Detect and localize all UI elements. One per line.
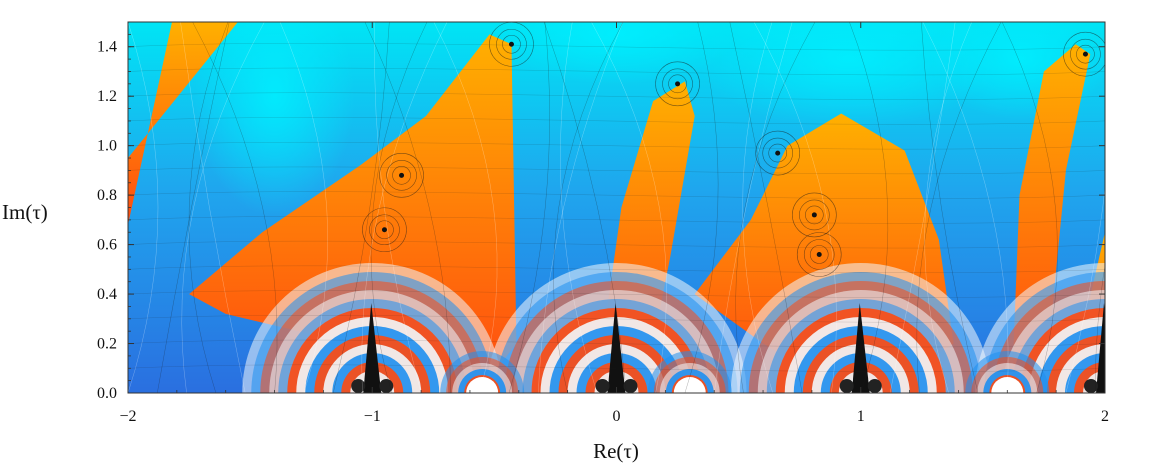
- y-tick-label: 1.4: [97, 39, 117, 56]
- x-axis-label: Re(τ): [593, 439, 639, 463]
- x-axis: −2 −1 0 1 2: [119, 22, 1109, 425]
- zero-markers: [362, 22, 1105, 277]
- zero-marker: [379, 153, 424, 198]
- contour-line: [924, 22, 973, 393]
- pole-dot: [1084, 379, 1098, 393]
- contour-line: [181, 22, 265, 393]
- contour-line: [1065, 186, 1105, 393]
- contour-line: [921, 22, 979, 393]
- pole-dot: [867, 379, 882, 393]
- contour-line: [922, 22, 1009, 393]
- contour-line: [361, 22, 448, 393]
- fan-core: [466, 377, 499, 393]
- x-tick-label: 0: [613, 408, 621, 425]
- pole-dot: [595, 379, 610, 393]
- contour-line: [553, 22, 624, 393]
- zero-marker: [655, 61, 700, 107]
- zero-marker: [796, 232, 842, 277]
- contour-line: [729, 22, 803, 393]
- zero-wedge: [851, 303, 870, 393]
- cyan-glow: [194, 22, 355, 217]
- contour-line: [753, 22, 837, 393]
- contour-line: [128, 191, 1105, 199]
- y-axis-label: Im(τ): [2, 200, 48, 224]
- contour-line: [128, 67, 1105, 76]
- contour-line: [157, 22, 230, 393]
- zero-marker: [362, 207, 407, 253]
- contour-line: [560, 22, 598, 393]
- contour-line: [713, 22, 793, 393]
- fan-core: [991, 377, 1024, 393]
- pole-dot: [839, 379, 854, 393]
- zero-marker: [755, 130, 801, 176]
- contour-line: [735, 22, 816, 393]
- y-tick-label: 1.0: [97, 138, 117, 155]
- contour-line: [684, 22, 719, 393]
- contour-line: [180, 22, 246, 393]
- contour-line: [538, 22, 624, 393]
- contour-line: [364, 22, 451, 393]
- contour-line: [332, 22, 390, 393]
- contour-line: [1094, 263, 1105, 393]
- contour-line: [1001, 22, 1058, 393]
- x-tick-label: −2: [119, 408, 136, 425]
- contour-line: [128, 117, 1105, 125]
- y-tick-label: 0.4: [97, 286, 117, 303]
- contour-line: [128, 339, 1105, 348]
- y-tick-label: 0.0: [97, 385, 117, 402]
- pole-dot: [379, 379, 394, 393]
- y-tick-label: 0.2: [97, 336, 117, 353]
- fan-structures: [242, 263, 1126, 393]
- contour-line: [128, 364, 1105, 372]
- x-tick-label: −1: [364, 408, 381, 425]
- zero-marker: [792, 192, 837, 238]
- contour-line: [128, 315, 1105, 323]
- zero-wedge: [1096, 303, 1105, 393]
- pole-dot: [623, 379, 638, 393]
- contour-lines: [128, 22, 1105, 393]
- contour-line: [188, 22, 229, 393]
- pole-dot: [1112, 379, 1126, 393]
- contour-line: [128, 142, 1105, 150]
- contour-line: [128, 240, 1105, 249]
- contour-line: [433, 22, 498, 393]
- contour-line: [128, 290, 1105, 298]
- contour-line: [849, 22, 889, 393]
- contour-line: [591, 22, 667, 393]
- contour-line: [128, 92, 1105, 100]
- cyan-glow: [698, 22, 999, 130]
- y-tick-label: 0.6: [97, 237, 117, 254]
- plot-area: [128, 22, 1126, 393]
- contour-line: [128, 166, 1105, 175]
- contour-line: [128, 216, 1105, 224]
- contour-line: [370, 22, 428, 393]
- y-tick-label: 0.8: [97, 187, 117, 204]
- contour-line: [889, 22, 956, 393]
- x-tick-label: 1: [857, 408, 865, 425]
- contour-line: [192, 22, 278, 393]
- pole-dot: [351, 379, 366, 393]
- zero-wedge: [607, 303, 626, 393]
- y-tick-label: 1.2: [97, 88, 117, 105]
- fan-core: [673, 377, 706, 393]
- red-lobe: [128, 22, 238, 225]
- contour-line: [916, 22, 1002, 393]
- contour-line: [508, 22, 550, 393]
- contour-line: [128, 265, 1105, 273]
- zero-wedge: [363, 303, 382, 393]
- contour-line: [128, 22, 159, 393]
- x-tick-label: 2: [1101, 408, 1109, 425]
- contour-line: [543, 22, 627, 393]
- contour-line: [742, 22, 774, 393]
- zero-marker: [1063, 31, 1105, 77]
- y-axis: 0.0 0.2 0.4 0.6 0.8 1.0 1.2 1.4: [97, 21, 1105, 402]
- contour-line: [128, 43, 1105, 51]
- contour-line: [279, 22, 328, 393]
